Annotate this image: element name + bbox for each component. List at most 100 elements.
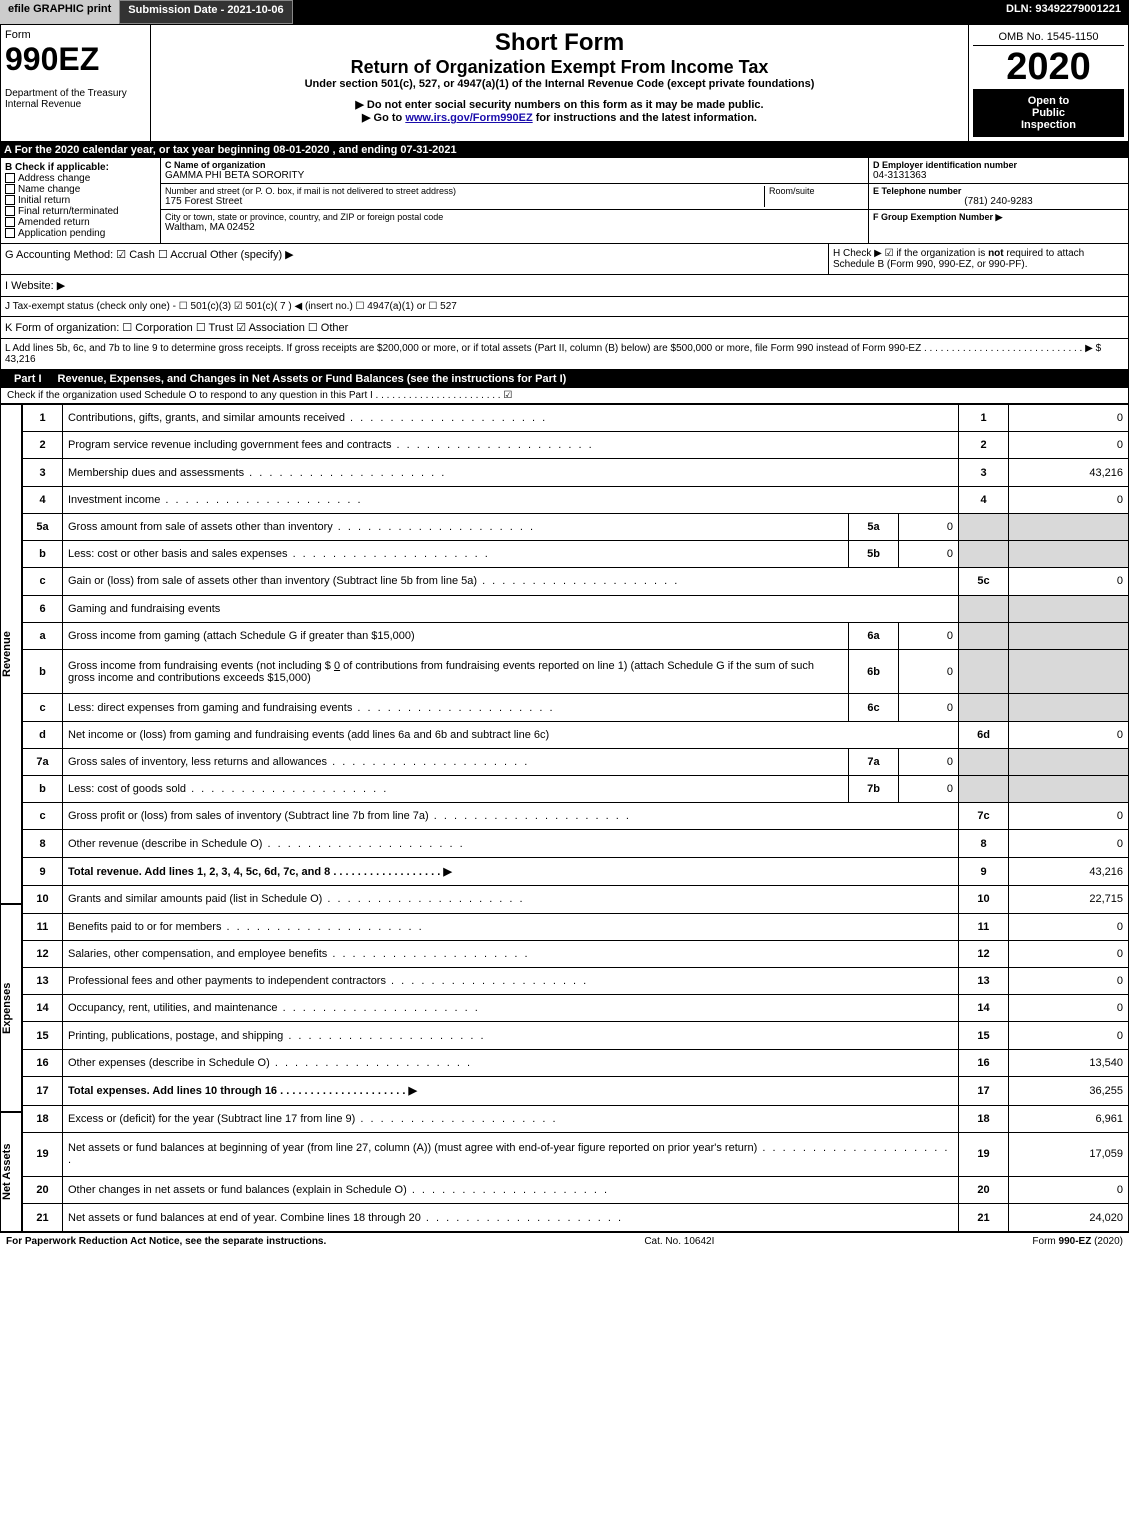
header-left: Form 990EZ Department of the Treasury In…: [1, 25, 151, 141]
box-l: L Add lines 5b, 6c, and 7b to line 9 to …: [0, 339, 1129, 370]
line-12: 12Salaries, other compensation, and empl…: [23, 940, 1129, 967]
box-b-label: B Check if applicable:: [5, 162, 156, 173]
l13-v: 0: [1009, 968, 1129, 995]
l6c-t: Less: direct expenses from gaming and fu…: [63, 694, 849, 721]
efile-label[interactable]: efile GRAPHIC print: [0, 0, 119, 24]
line-2: 2Program service revenue including gover…: [23, 432, 1129, 459]
l17-tb: Total expenses. Add lines 10 through 16 …: [68, 1085, 417, 1097]
goto-note: ▶ Go to www.irs.gov/Form990EZ for instru…: [155, 111, 964, 124]
line-1: 1Contributions, gifts, grants, and simil…: [23, 405, 1129, 432]
line-21: 21Net assets or fund balances at end of …: [23, 1204, 1129, 1232]
chk-pending-lbl: Application pending: [18, 228, 105, 239]
l7b-sub: 7b: [849, 776, 899, 803]
l3-v: 43,216: [1009, 459, 1129, 486]
footer-right-post: (2020): [1091, 1236, 1123, 1247]
l7b-t: Less: cost of goods sold: [63, 776, 849, 803]
chk-name-lbl: Name change: [18, 184, 80, 195]
l8-v: 0: [1009, 830, 1129, 857]
line-5c: cGain or (loss) from sale of assets othe…: [23, 568, 1129, 595]
header-right: OMB No. 1545-1150 2020 Open to Public In…: [968, 25, 1128, 141]
l18-t: Excess or (deficit) for the year (Subtra…: [63, 1105, 959, 1132]
chk-address[interactable]: Address change: [5, 173, 156, 184]
header: Form 990EZ Department of the Treasury In…: [0, 24, 1129, 142]
line-7c: cGross profit or (loss) from sales of in…: [23, 803, 1129, 830]
l6-g1: [959, 595, 1009, 622]
l19-box: 19: [959, 1132, 1009, 1176]
l6d-box: 6d: [959, 721, 1009, 748]
chk-initial-lbl: Initial return: [18, 195, 70, 206]
line-5a: 5aGross amount from sale of assets other…: [23, 513, 1129, 540]
box-h: H Check ▶ ☑ if the organization is not r…: [828, 244, 1128, 274]
line-6a: aGross income from gaming (attach Schedu…: [23, 622, 1129, 649]
l8-box: 8: [959, 830, 1009, 857]
l9-n: 9: [23, 857, 63, 886]
l5c-n: c: [23, 568, 63, 595]
box-d-label: D Employer identification number: [873, 160, 1124, 170]
l6a-g2: [1009, 622, 1129, 649]
l17-box: 17: [959, 1076, 1009, 1105]
footer-left: For Paperwork Reduction Act Notice, see …: [6, 1236, 326, 1247]
l17-t: Total expenses. Add lines 10 through 16 …: [63, 1076, 959, 1105]
line-6c: cLess: direct expenses from gaming and f…: [23, 694, 1129, 721]
vert-netassets: Net Assets: [0, 1112, 22, 1232]
irs-link[interactable]: www.irs.gov/Form990EZ: [405, 112, 532, 124]
l4-t: Investment income: [63, 486, 959, 513]
main-title: Return of Organization Exempt From Incom…: [155, 57, 964, 78]
line-9: 9Total revenue. Add lines 1, 2, 3, 4, 5c…: [23, 857, 1129, 886]
box-d: D Employer identification number 04-3131…: [869, 158, 1128, 184]
l6a-sub: 6a: [849, 622, 899, 649]
l6c-sv: 0: [899, 694, 959, 721]
l1-v: 0: [1009, 405, 1129, 432]
l5a-g1: [959, 513, 1009, 540]
l11-n: 11: [23, 913, 63, 940]
line-14: 14Occupancy, rent, utilities, and mainte…: [23, 995, 1129, 1022]
l13-t: Professional fees and other payments to …: [63, 968, 959, 995]
l6a-sv: 0: [899, 622, 959, 649]
box-c: C Name of organization GAMMA PHI BETA SO…: [161, 158, 868, 243]
footer-right: Form 990-EZ (2020): [1032, 1236, 1123, 1247]
footer-right-bold: 990-EZ: [1059, 1236, 1092, 1247]
org-name: GAMMA PHI BETA SORORITY: [165, 170, 864, 181]
part1-label: Part I: [6, 373, 50, 385]
line-13: 13Professional fees and other payments t…: [23, 968, 1129, 995]
l3-n: 3: [23, 459, 63, 486]
l15-n: 15: [23, 1022, 63, 1049]
box-e: E Telephone number (781) 240-9283: [869, 184, 1128, 210]
l9-t: Total revenue. Add lines 1, 2, 3, 4, 5c,…: [63, 857, 959, 886]
open3: Inspection: [979, 119, 1118, 131]
l2-t: Program service revenue including govern…: [63, 432, 959, 459]
vert-revenue: Revenue: [0, 404, 22, 904]
l1-box: 1: [959, 405, 1009, 432]
l11-v: 0: [1009, 913, 1129, 940]
l15-t: Printing, publications, postage, and shi…: [63, 1022, 959, 1049]
l17-v: 36,255: [1009, 1076, 1129, 1105]
chk-initial[interactable]: Initial return: [5, 195, 156, 206]
box-def: D Employer identification number 04-3131…: [868, 158, 1128, 243]
l20-t: Other changes in net assets or fund bala…: [63, 1177, 959, 1204]
l6a-g1: [959, 622, 1009, 649]
l12-t: Salaries, other compensation, and employ…: [63, 940, 959, 967]
l5b-sub: 5b: [849, 541, 899, 568]
l21-box: 21: [959, 1204, 1009, 1232]
line-18: 18Excess or (deficit) for the year (Subt…: [23, 1105, 1129, 1132]
line-5b: bLess: cost or other basis and sales exp…: [23, 541, 1129, 568]
city-label: City or town, state or province, country…: [165, 212, 864, 222]
line-4: 4Investment income40: [23, 486, 1129, 513]
top-bar: efile GRAPHIC print Submission Date - 20…: [0, 0, 1129, 24]
l14-v: 0: [1009, 995, 1129, 1022]
line-10: 10Grants and similar amounts paid (list …: [23, 886, 1129, 913]
box-h-pre: H Check ▶ ☑ if the organization is: [833, 248, 988, 259]
chk-pending[interactable]: Application pending: [5, 228, 156, 239]
open2: Public: [979, 107, 1118, 119]
l5a-t: Gross amount from sale of assets other t…: [63, 513, 849, 540]
part1-title: Revenue, Expenses, and Changes in Net As…: [58, 373, 567, 385]
chk-name[interactable]: Name change: [5, 184, 156, 195]
l18-box: 18: [959, 1105, 1009, 1132]
l10-box: 10: [959, 886, 1009, 913]
l8-t: Other revenue (describe in Schedule O): [63, 830, 959, 857]
box-e-label: E Telephone number: [873, 186, 1124, 196]
chk-amended[interactable]: Amended return: [5, 217, 156, 228]
l11-t: Benefits paid to or for members: [63, 913, 959, 940]
l3-box: 3: [959, 459, 1009, 486]
chk-final[interactable]: Final return/terminated: [5, 206, 156, 217]
